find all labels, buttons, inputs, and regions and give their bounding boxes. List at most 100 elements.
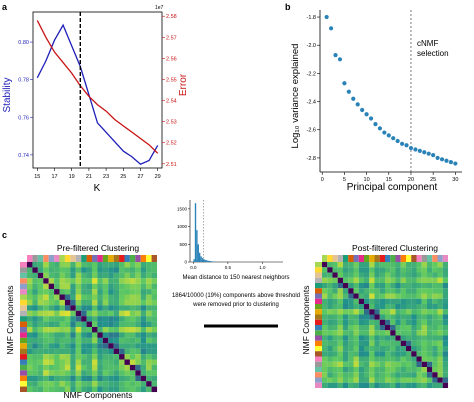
heatmap-pre-cell (27, 310, 33, 317)
hist-bar (196, 230, 198, 262)
heatmap-post-cell (369, 330, 375, 336)
heatmap-post-cell (442, 293, 449, 299)
heatmap-post-cell (432, 277, 438, 284)
heatmap-pre-cell (48, 332, 55, 338)
heatmap-pre-cell (43, 262, 49, 268)
heatmap-pre-cell (151, 278, 158, 284)
heatmap-post-cell (385, 293, 391, 299)
heatmap-pre-cell (102, 375, 109, 382)
heatmap-pre-cell (124, 348, 130, 355)
heatmap-post-cell (327, 304, 333, 310)
heatmap-post-row-color (315, 288, 322, 294)
heatmap-post-cell (427, 298, 433, 305)
chart-a-yright-tick-label: 2.55 (166, 77, 177, 83)
heatmap-pre-cell (64, 305, 71, 311)
heatmap-post-cell (427, 283, 433, 289)
heatmap-post-cell (353, 325, 359, 331)
chart-a-yright-tick-label: 2.52 (166, 141, 177, 147)
heatmap-pre-cell (37, 262, 44, 268)
heatmap-pre-cell (92, 337, 98, 344)
heatmap-post-cell (379, 314, 386, 320)
heatmap-post-cell (411, 319, 417, 326)
heatmap-post-cell (327, 340, 333, 347)
heatmap-post-cell (332, 314, 338, 320)
heatmap-post-cell (358, 304, 365, 310)
heatmap-pre-cell (97, 348, 103, 355)
heatmap-pre-cell (140, 370, 147, 376)
chart-a-yright-tick-label: 2.57 (166, 35, 177, 41)
heatmap-post-row-color (315, 367, 322, 373)
heatmap-pre-cell (108, 310, 114, 317)
heatmap-pre-row-color (20, 327, 27, 333)
heatmap-pre-cell (75, 289, 82, 295)
heatmap-pre-cell (75, 283, 82, 290)
heatmap-post-cell (442, 298, 449, 305)
heatmap-post-cell (385, 340, 391, 347)
heatmap-pre-cell (64, 278, 71, 284)
heatmap-post-cell (421, 267, 428, 273)
heatmap-pre-col-color (64, 255, 71, 262)
heatmap-post-cell (337, 319, 344, 326)
heatmap-post-cell (353, 372, 359, 378)
heatmap-post-cell (364, 298, 370, 305)
chart-a-yleft-tick-label: 0.76 (18, 115, 29, 121)
heatmap-pre-cell (140, 299, 147, 306)
heatmap-pre-cell (140, 337, 147, 344)
heatmap-post-cell (432, 283, 438, 289)
heatmap-post-row-color (315, 351, 322, 357)
heatmap-post-cell (374, 283, 380, 289)
heatmap-pre-cell (124, 289, 130, 295)
heatmap-pre-row-color (20, 316, 27, 322)
heatmap-pre-cell (129, 305, 136, 311)
heatmap-post-cell (416, 309, 422, 315)
heatmap-post-cell (369, 272, 375, 278)
heatmap-pre-cell (37, 327, 44, 333)
chart-b-point (342, 81, 347, 86)
heatmap-post-cell (374, 288, 380, 294)
heatmap-post-cell (369, 314, 375, 320)
heatmap-pre-row-color (20, 310, 27, 317)
heatmap-post-row-color (315, 283, 322, 289)
heatmap-pre-cell (81, 305, 87, 311)
heatmap-pre-cell (54, 386, 60, 393)
heatmap-pre-cell (108, 375, 114, 382)
heatmap-pre-col-color (140, 255, 147, 262)
heatmap-post-cell (427, 314, 433, 320)
heatmap-post-cell (385, 262, 391, 268)
heatmap-post-cell (322, 372, 328, 378)
heatmap-pre-row-color (20, 262, 27, 268)
heatmap-post-cell (437, 283, 443, 289)
heatmap-post-cell (432, 314, 438, 320)
heatmap-post-cell (390, 361, 396, 368)
chart-b-point (364, 112, 369, 117)
heatmap-pre-cell (119, 316, 125, 322)
heatmap-post-cell (437, 335, 443, 341)
heatmap-pre-cell (81, 294, 87, 300)
heatmap-pre-cell (32, 299, 38, 306)
heatmap-pre-cell (75, 381, 82, 387)
heatmap-pre-cell (108, 267, 114, 273)
heatmap-pre-cell (48, 289, 55, 295)
heatmap-pre-cell (48, 278, 55, 284)
heatmap-post-cell (358, 382, 365, 389)
heatmap-pre-cell (108, 316, 114, 322)
heatmap-pre-cell (86, 316, 93, 322)
heatmap-pre-cell (37, 386, 44, 393)
heatmap-post-cell (322, 382, 328, 389)
heatmap-pre-cell (97, 321, 103, 328)
heatmap-pre-cell (43, 283, 49, 290)
heatmap-post-cell (406, 309, 412, 315)
heatmap-pre-cell (86, 370, 93, 376)
heatmap-post-cell (374, 267, 380, 273)
heatmap-post-cell (364, 277, 370, 284)
heatmap-post-row-color (315, 267, 322, 273)
heatmap-post-cell (379, 340, 386, 347)
heatmap-post-cell (390, 277, 396, 284)
heatmap-pre-col-color (54, 255, 60, 262)
heatmap-post-cell (369, 340, 375, 347)
heatmap-pre-cell (124, 283, 130, 290)
heatmap-pre-cell (151, 348, 158, 355)
chart-b-ytick-label: -2.0 (307, 43, 316, 49)
heatmap-pre-cell (37, 332, 44, 338)
heatmap-post-cell (358, 372, 365, 378)
